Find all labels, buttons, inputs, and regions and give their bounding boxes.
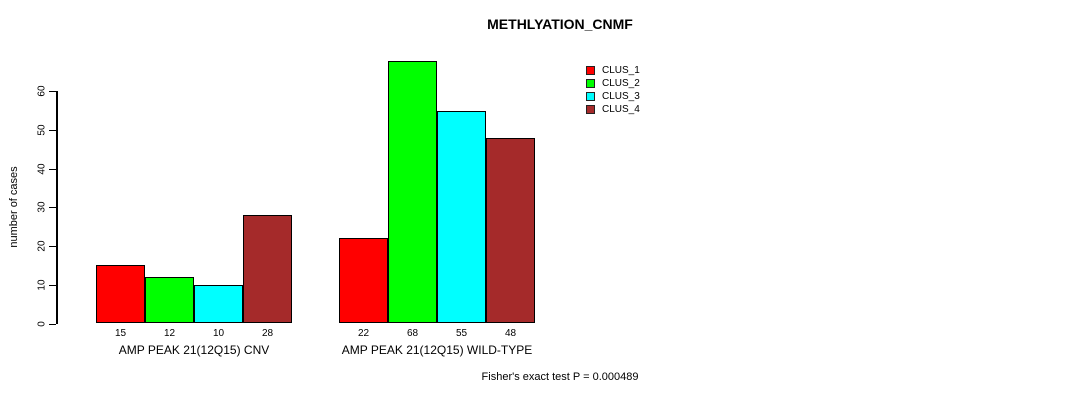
bar-value-label: 10	[212, 327, 225, 339]
bar-value-label: 68	[406, 327, 419, 339]
legend-item-clus_3: CLUS_3	[586, 90, 640, 103]
x-group-label: AMP PEAK 21(12Q15) CNV	[118, 342, 270, 357]
bar-value-label: 55	[455, 327, 468, 339]
bar-clus_3-1	[194, 284, 243, 324]
x-group-label: AMP PEAK 21(12Q15) WILD-TYPE	[341, 342, 533, 357]
bar-value-label: 28	[261, 327, 274, 339]
y-tick	[49, 91, 56, 93]
y-axis-label: number of cases	[8, 166, 20, 248]
fisher-test-annotation: Fisher's exact test P = 0.000489	[481, 371, 639, 383]
legend-label: CLUS_3	[602, 91, 640, 102]
y-tick	[49, 130, 56, 132]
y-tick-label: 30	[36, 201, 48, 214]
legend-swatch-clus_3	[586, 92, 595, 101]
legend-swatch-clus_4	[586, 105, 595, 114]
bar-clus_2-1	[145, 277, 194, 324]
y-tick-label: 0	[36, 320, 48, 327]
legend-item-clus_2: CLUS_2	[586, 77, 640, 90]
bar-value-label: 48	[504, 327, 517, 339]
legend-label: CLUS_4	[602, 104, 640, 115]
bar-clus_1-2	[339, 238, 388, 324]
y-axis-line	[56, 91, 58, 325]
y-tick	[49, 246, 56, 248]
y-tick-label: 60	[36, 85, 48, 98]
y-tick-label: 50	[36, 124, 48, 136]
y-tick-label: 20	[36, 240, 48, 252]
bar-value-label: 12	[163, 327, 176, 339]
bar-value-label: 22	[357, 327, 370, 339]
y-tick	[49, 323, 56, 325]
bar-value-label: 15	[114, 327, 127, 339]
legend-item-clus_4: CLUS_4	[586, 103, 640, 116]
y-tick	[49, 207, 56, 209]
bar-clus_3-2	[437, 110, 486, 324]
bar-clus_4-2	[486, 137, 535, 324]
legend-label: CLUS_2	[602, 78, 640, 89]
legend-swatch-clus_2	[586, 79, 595, 88]
y-tick-label: 40	[36, 163, 48, 175]
legend-label: CLUS_1	[602, 65, 640, 76]
legend: CLUS_1 CLUS_2 CLUS_3 CLUS_4	[586, 64, 640, 116]
chart-title: METHLYATION_CNMF	[487, 16, 633, 32]
bar-clus_2-2	[388, 60, 437, 324]
legend-item-clus_1: CLUS_1	[586, 64, 640, 77]
bar-clus_1-1	[96, 265, 145, 324]
y-tick-label: 10	[36, 279, 48, 291]
y-tick	[49, 168, 56, 170]
legend-swatch-clus_1	[586, 66, 595, 75]
y-tick	[49, 284, 56, 286]
bar-clus_4-1	[243, 215, 292, 324]
